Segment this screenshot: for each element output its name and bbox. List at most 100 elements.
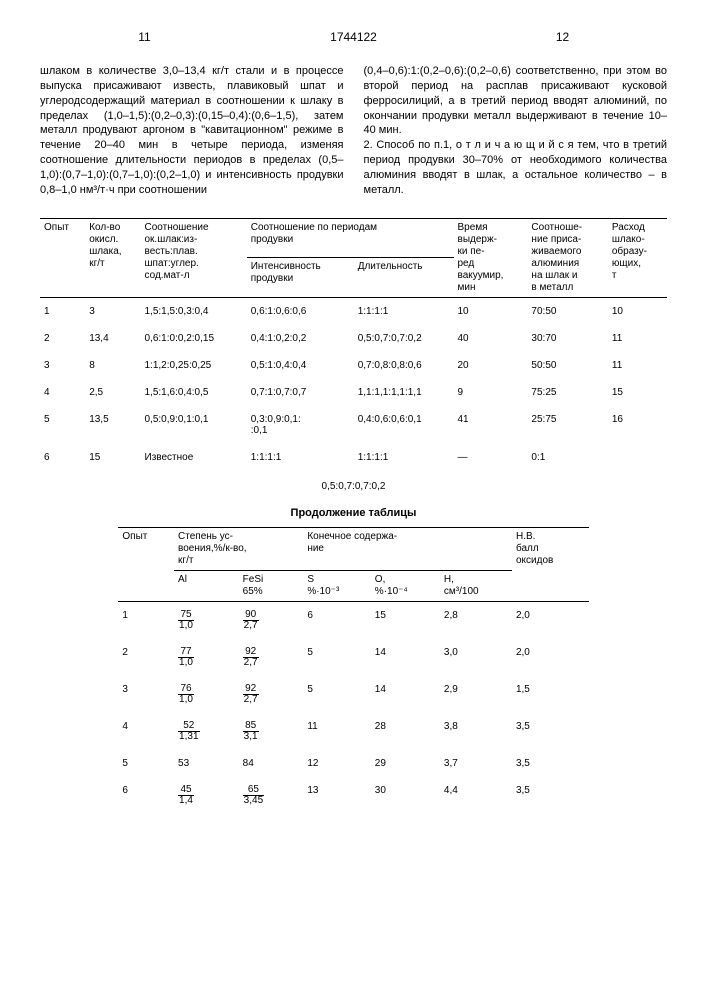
- cell: 1:1:1:1: [354, 297, 454, 325]
- cell: 751,0: [174, 601, 239, 639]
- cell: 5: [303, 676, 370, 713]
- cell: 5: [303, 639, 370, 676]
- cell: 11: [303, 713, 370, 750]
- cell: 0,4:0,6:0,6:0,1: [354, 406, 454, 444]
- cell: 13: [303, 777, 370, 814]
- cell: 0,5:1:0,4:0,4: [247, 352, 354, 379]
- continuation-label: Продолжение таблицы: [40, 507, 667, 519]
- table-row: 5538412293,73,5: [118, 750, 588, 777]
- cell: 75:25: [527, 379, 607, 406]
- cell: 2: [40, 325, 85, 352]
- t2-al: Al: [174, 570, 239, 601]
- cell: 2: [118, 639, 174, 676]
- cell: 1:1:1:1: [354, 444, 454, 471]
- cell: 84: [239, 750, 304, 777]
- cell: 0,5:0,9:0,1:0,1: [141, 406, 247, 444]
- table-row: 131,5:1,5:0,3:0,40,6:1:0,6:0,61:1:1:1107…: [40, 297, 667, 325]
- table-row: 381:1,2:0,25:0,250,5:1:0,4:0,40,7:0,8:0,…: [40, 352, 667, 379]
- cell: 5: [40, 406, 85, 444]
- t2-o: O, %·10⁻⁴: [371, 570, 440, 601]
- cell: 2,5: [85, 379, 140, 406]
- cell: 11: [608, 352, 667, 379]
- page-num-left: 11: [40, 30, 249, 44]
- cell: 0:1: [527, 444, 607, 471]
- cell: 761,0: [174, 676, 239, 713]
- cell: 13,4: [85, 325, 140, 352]
- cell: 3,5: [512, 777, 589, 814]
- cell: 4,4: [440, 777, 512, 814]
- table1-note: 0,5:0,7:0,7:0,2: [40, 481, 667, 492]
- cell: 15: [371, 601, 440, 639]
- cell: [608, 444, 667, 471]
- th-soot-al: Соотноше- ние приса- живаемого алюминия …: [527, 218, 607, 297]
- cell: 1,5:1,5:0,3:0,4: [141, 297, 247, 325]
- cell: 25:75: [527, 406, 607, 444]
- table-row: 213,40,6:1:0:0,2:0,150,4:1:0,2:0,20,5:0,…: [40, 325, 667, 352]
- cell: 15: [85, 444, 140, 471]
- cell: 30:70: [527, 325, 607, 352]
- th-kolvo: Кол-во окисл. шлака, кг/т: [85, 218, 140, 297]
- cell: 50:50: [527, 352, 607, 379]
- table-row: 42,51,5:1,6:0,4:0,50,7:1:0,7:0,71,1:1,1:…: [40, 379, 667, 406]
- cell: 30: [371, 777, 440, 814]
- left-column: шлаком в количестве 3,0–13,4 кг/т стали …: [40, 64, 344, 198]
- table-1: Опыт Кол-во окисл. шлака, кг/т Соотношен…: [40, 218, 667, 471]
- th-soot-per: Соотношение по периодам продувки: [247, 218, 454, 258]
- page-header: 11 1744122 12: [40, 30, 667, 44]
- th-dlit: Длительность: [354, 258, 454, 298]
- cell: 1,1:1,1:1,1:1,1: [354, 379, 454, 406]
- cell: 2,9: [440, 676, 512, 713]
- patent-number: 1744122: [249, 30, 458, 44]
- right-column: (0,4–0,6):1:(0,2–0,6):(0,2–0,6) соответс…: [364, 64, 668, 198]
- cell: 3,5: [512, 750, 589, 777]
- cell: 4: [40, 379, 85, 406]
- cell: 1,5: [512, 676, 589, 713]
- cell: 8: [85, 352, 140, 379]
- cell: 70:50: [527, 297, 607, 325]
- cell: 0,3:0,9:0,1: :0,1: [247, 406, 354, 444]
- th-rashod: Расход шлако- образу- ющих, т: [608, 218, 667, 297]
- cell: 1: [40, 297, 85, 325]
- cell: 10: [454, 297, 528, 325]
- cell: 2,8: [440, 601, 512, 639]
- table-row: 3761,0922,75142,91,5: [118, 676, 588, 713]
- cell: 6: [303, 601, 370, 639]
- cell: 922,7: [239, 676, 304, 713]
- cell: 2,0: [512, 601, 589, 639]
- table-2: Опыт Степень ус- воения,%/к-во, кг/т Кон…: [118, 527, 588, 814]
- table-row: 513,50,5:0,9:0,1:0,10,3:0,9:0,1: :0,10,4…: [40, 406, 667, 444]
- th-intens: Интенсивность продувки: [247, 258, 354, 298]
- cell: 3: [118, 676, 174, 713]
- cell: 653,45: [239, 777, 304, 814]
- cell: 0,7:0,8:0,8:0,6: [354, 352, 454, 379]
- cell: 4: [118, 713, 174, 750]
- cell: 3,0: [440, 639, 512, 676]
- cell: 16: [608, 406, 667, 444]
- cell: 5: [118, 750, 174, 777]
- cell: 14: [371, 676, 440, 713]
- cell: 6: [118, 777, 174, 814]
- cell: 0,4:1:0,2:0,2: [247, 325, 354, 352]
- cell: 0,6:1:0,6:0,6: [247, 297, 354, 325]
- cell: 0,5:0,7:0,7:0,2: [354, 325, 454, 352]
- cell: 6: [40, 444, 85, 471]
- t2-s: S %·10⁻³: [303, 570, 370, 601]
- t2-stepen: Степень ус- воения,%/к-во, кг/т: [174, 527, 303, 570]
- cell: 1,5:1,6:0,4:0,5: [141, 379, 247, 406]
- t2-fesi: FeSi 65%: [239, 570, 304, 601]
- cell: 771,0: [174, 639, 239, 676]
- cell: 28: [371, 713, 440, 750]
- cell: 1:1,2:0,25:0,25: [141, 352, 247, 379]
- table-row: 1751,0902,76152,82,0: [118, 601, 588, 639]
- cell: 13,5: [85, 406, 140, 444]
- cell: 3,7: [440, 750, 512, 777]
- cell: 521,31: [174, 713, 239, 750]
- cell: 1: [118, 601, 174, 639]
- t2-h: H, см³/100: [440, 570, 512, 601]
- cell: 12: [303, 750, 370, 777]
- cell: 29: [371, 750, 440, 777]
- cell: 0,6:1:0:0,2:0,15: [141, 325, 247, 352]
- t2-kon: Конечное содержа- ние: [303, 527, 512, 570]
- cell: 0,7:1:0,7:0,7: [247, 379, 354, 406]
- t2-opyt: Опыт: [118, 527, 174, 601]
